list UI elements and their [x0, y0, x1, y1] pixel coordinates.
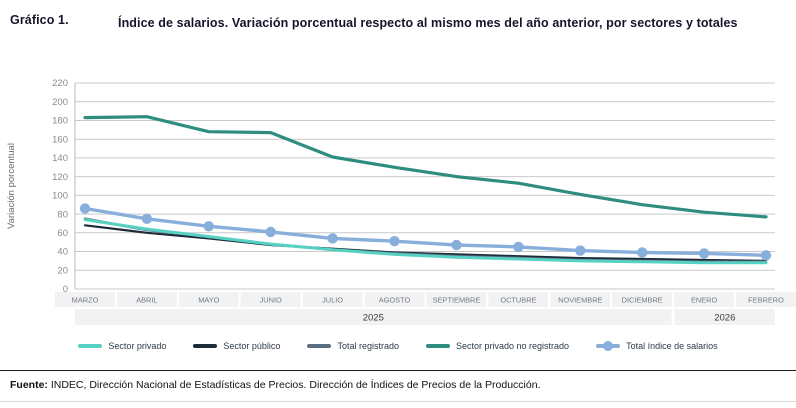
- legend-item-sector-privado-no-registrado: Sector privado no registrado: [426, 341, 569, 351]
- chart-legend: Sector privado Sector público Total regist…: [0, 341, 796, 351]
- page-bottom-rule: [0, 401, 796, 402]
- data-point-marker: [698, 248, 710, 259]
- legend-label: Sector privado no registrado: [456, 341, 570, 351]
- legend-label: Total registrado: [337, 341, 399, 351]
- data-point-marker: [327, 233, 338, 244]
- footer-divider: [0, 370, 796, 371]
- month-label-box: [612, 292, 673, 307]
- month-label-box: [55, 292, 115, 307]
- y-tick-label: 0: [63, 284, 68, 295]
- chart-area: 0 20 40 60 80 100 120 140 160 180 200 220 Variación …: [0, 70, 796, 332]
- source-note: Fuente: INDEC, Dirección Nacional de Est…: [10, 379, 540, 391]
- data-point-marker: [513, 241, 524, 253]
- month-label: NOVIEMBRE: [558, 296, 602, 305]
- y-tick-label: 140: [52, 153, 68, 164]
- legend-item-total-registrado: Total registrado: [307, 341, 399, 351]
- month-label: JULIO: [322, 296, 343, 305]
- gridlines-and-yticks: 0 20 40 60 80 100 120 140 160 180 200 220: [52, 78, 775, 295]
- month-label-box: [364, 292, 425, 307]
- legend-swatch-icon: [596, 341, 621, 351]
- source-label: Fuente:: [10, 379, 48, 391]
- month-label: ABRIL: [136, 296, 157, 305]
- data-point-marker: [637, 247, 648, 258]
- month-label-box: [426, 292, 487, 307]
- data-point-marker: [265, 226, 276, 238]
- month-label: MARZO: [72, 296, 99, 305]
- y-axis-title: Variación porcentual: [6, 143, 17, 229]
- month-label: FEBRERO: [748, 296, 784, 305]
- legend-item-sector-privado: Sector privado: [78, 341, 166, 351]
- month-label-box: [240, 292, 301, 307]
- data-point-marker: [141, 213, 153, 224]
- month-label: ENERO: [691, 296, 718, 305]
- legend-label: Sector público: [223, 341, 281, 351]
- legend-swatch-icon: [307, 344, 332, 348]
- legend-label: Sector privado: [108, 341, 167, 351]
- legend-swatch-icon: [78, 344, 103, 348]
- y-tick-label: 200: [52, 97, 68, 108]
- y-tick-label: 100: [52, 191, 68, 202]
- series-total-indice-de-salarios: [79, 203, 772, 261]
- y-tick-label: 80: [57, 209, 68, 220]
- month-label-box: [488, 292, 549, 307]
- legend-marker-dot-icon: [603, 341, 614, 351]
- line-chart: 0 20 40 60 80 100 120 140 160 180 200 220 Variación …: [6, 78, 796, 325]
- month-label: AGOSTO: [379, 296, 411, 305]
- legend-item-sector-publico: Sector público: [193, 341, 280, 351]
- legend-item-total-indice-de-salarios: Total índice de salarios: [596, 341, 718, 351]
- y-tick-label: 160: [52, 134, 68, 145]
- y-tick-label: 220: [52, 78, 68, 89]
- y-tick-label: 40: [57, 247, 68, 258]
- figure-number: Gráfico 1.: [10, 13, 69, 27]
- month-label: OCTUBRE: [500, 296, 536, 305]
- chart-title: Índice de salarios. Variación porcentual…: [118, 16, 738, 30]
- x-axis-month-labels: MARZO ABRIL MAYO JUNIO JULIO AGOSTO SEPTIEMBRE…: [55, 292, 796, 307]
- legend-swatch-icon: [193, 344, 218, 348]
- series-sector-privado: [83, 218, 768, 265]
- year-band: [674, 309, 775, 325]
- x-axis-year-bands: 2025 2026: [75, 309, 775, 325]
- source-body: INDEC, Dirección Nacional de Estadística…: [47, 379, 541, 391]
- data-point-marker: [760, 250, 772, 261]
- legend-swatch-icon: [426, 344, 450, 348]
- data-point-marker: [575, 245, 586, 256]
- month-label-box: [178, 292, 239, 307]
- month-label: SEPTIEMBRE: [433, 296, 481, 305]
- data-point-marker: [79, 203, 91, 214]
- y-tick-label: 20: [57, 266, 68, 277]
- year-label: 2025: [363, 313, 384, 324]
- y-tick-label: 60: [57, 228, 68, 239]
- series-sector-privado-no-registrado: [83, 115, 768, 219]
- data-point-marker: [203, 221, 214, 232]
- year-band: [75, 309, 672, 325]
- data-point-marker: [389, 236, 400, 247]
- month-label: MAYO: [198, 296, 219, 305]
- data-point-marker: [451, 239, 462, 251]
- y-tick-label: 120: [52, 172, 68, 183]
- y-tick-label: 180: [52, 116, 68, 127]
- month-label-box: [117, 292, 177, 307]
- year-label: 2026: [714, 313, 735, 324]
- month-label-box: [550, 292, 611, 307]
- month-label-box: [302, 292, 363, 307]
- legend-label: Total índice de salarios: [626, 341, 718, 351]
- month-label-box: [736, 292, 796, 307]
- month-label-box: [674, 292, 734, 307]
- month-label: JUNIO: [260, 296, 282, 305]
- month-label: DICIEMBRE: [622, 296, 663, 305]
- series-sector-publico: [83, 224, 768, 262]
